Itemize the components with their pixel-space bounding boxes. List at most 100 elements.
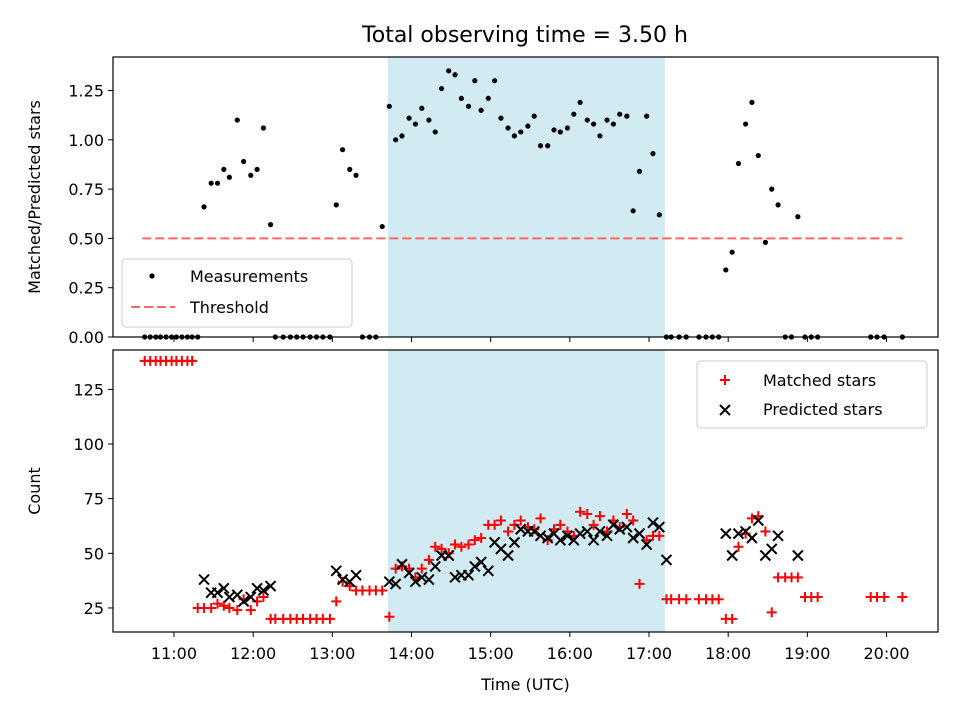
measurement-point xyxy=(755,152,761,159)
measurement-point xyxy=(498,115,504,121)
predicted-point xyxy=(772,530,784,542)
measurement-point xyxy=(610,121,616,127)
measurement-point xyxy=(221,166,227,172)
measurement-point xyxy=(226,174,232,180)
measurement-point xyxy=(340,147,346,153)
measurement-point xyxy=(518,129,524,135)
matched-point xyxy=(727,613,738,624)
measurement-point xyxy=(438,85,445,92)
predicted-point xyxy=(211,586,224,599)
predicted-point xyxy=(237,595,250,608)
measurement-point xyxy=(458,95,464,102)
matched-point xyxy=(733,541,744,552)
measurement-point xyxy=(775,202,781,208)
measurement-point xyxy=(492,78,498,84)
measurement-point xyxy=(412,121,419,127)
matched-point xyxy=(575,506,586,517)
measurement-point xyxy=(234,117,240,123)
measurement-point xyxy=(432,129,438,135)
predicted-point xyxy=(653,521,666,533)
measurement-point xyxy=(393,137,399,143)
measurement-point xyxy=(644,113,650,119)
predicted-point xyxy=(752,514,764,527)
matched-point xyxy=(555,519,566,530)
predicted-point xyxy=(409,576,422,588)
predicted-point xyxy=(449,571,461,584)
legend-box xyxy=(121,258,353,328)
measurement-point xyxy=(564,125,571,131)
predicted-point xyxy=(251,582,263,594)
measurement-point xyxy=(636,168,643,174)
legend: Matched stars Predicted stars xyxy=(696,360,928,429)
measurement-point xyxy=(735,160,742,167)
matched-point xyxy=(792,572,803,583)
legend-matched-marker xyxy=(720,375,730,385)
matched-point xyxy=(760,526,771,537)
predicted-point xyxy=(633,527,646,540)
measurement-point xyxy=(604,117,610,123)
legend-measurement-marker xyxy=(149,273,155,279)
predicted-point xyxy=(594,525,606,538)
y-tick-label: 0.50 xyxy=(68,229,104,248)
predicted-point xyxy=(442,549,455,562)
matched-point xyxy=(212,598,223,609)
bottom-panel: 25 50 75 100 125 11:00 12:00 13:00 14:00 15:00 16:… xyxy=(25,349,939,694)
matched-point xyxy=(582,508,593,519)
legend: Measurements Threshold xyxy=(121,258,353,328)
predicted-point xyxy=(218,582,230,594)
matched-point xyxy=(654,530,665,541)
predicted-point xyxy=(541,532,554,544)
matched-point xyxy=(224,602,235,613)
predicted-point xyxy=(389,578,402,590)
predicted-point xyxy=(336,573,349,586)
predicted-point xyxy=(264,580,277,592)
y-tick-label: 0.75 xyxy=(68,180,104,199)
matched-point xyxy=(503,526,514,537)
axes-frame xyxy=(112,349,939,633)
matched-point xyxy=(423,554,434,565)
predicted-point xyxy=(198,573,210,586)
measurement-point xyxy=(485,95,491,102)
matched-point xyxy=(187,355,198,366)
measurement-point xyxy=(214,180,221,186)
matched-point xyxy=(621,508,632,519)
matched-point xyxy=(456,541,467,552)
matched-point xyxy=(594,511,605,522)
measurement-point xyxy=(762,239,768,245)
matched-point xyxy=(628,515,639,526)
x-tick-label: 20:00 xyxy=(863,644,909,663)
measurement-point xyxy=(267,222,274,228)
top-panel: 0.00 0.25 0.50 0.75 1.00 1.25 Matched/Predicte… xyxy=(25,56,939,347)
measurement-point xyxy=(478,107,484,113)
predicted-point xyxy=(640,538,653,551)
predicted-point xyxy=(245,591,257,603)
x-tick-label: 18:00 xyxy=(705,644,751,663)
measurement-point xyxy=(452,72,458,78)
measurement-point xyxy=(419,105,425,111)
matched-point xyxy=(206,602,217,613)
measurement-point xyxy=(353,172,359,178)
measurement-point xyxy=(590,121,597,127)
predicted-point xyxy=(766,543,778,555)
predicted-point xyxy=(614,523,626,535)
predicted-point xyxy=(601,530,613,542)
x-tick-label: 11:00 xyxy=(151,644,197,663)
measurement-point xyxy=(248,172,254,178)
predicted-point xyxy=(792,549,804,562)
matched-point xyxy=(430,541,441,552)
matched-point xyxy=(436,543,447,554)
measurement-point xyxy=(254,166,260,172)
measurement-point xyxy=(729,249,735,255)
matched-point xyxy=(476,533,487,543)
measurement-point xyxy=(630,208,636,214)
measurement-point xyxy=(795,214,801,220)
measurement-point xyxy=(584,117,590,123)
matched-point xyxy=(463,539,474,550)
predicted-point xyxy=(223,591,236,603)
predicted-point xyxy=(574,527,586,540)
shaded-region xyxy=(387,350,665,632)
measurement-point xyxy=(571,111,577,117)
measurement-point xyxy=(260,125,267,131)
measurement-point xyxy=(208,180,214,186)
matched-point xyxy=(588,519,599,530)
